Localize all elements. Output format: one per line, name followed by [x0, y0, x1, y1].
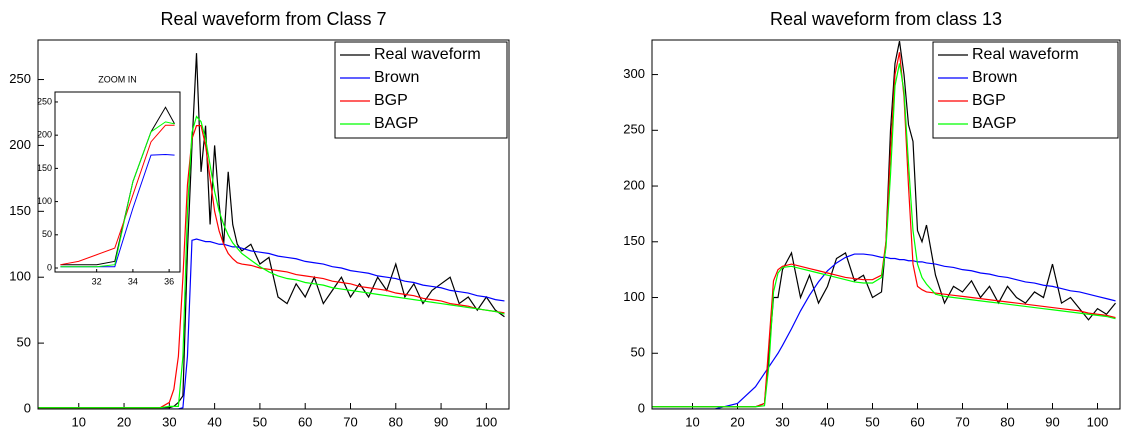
- y-tick-label: 200: [623, 177, 645, 192]
- legend-label: Real waveform: [374, 46, 481, 63]
- y-tick-label: 150: [37, 163, 52, 173]
- y-tick-label: 50: [17, 335, 31, 350]
- x-tick-label: 20: [730, 414, 744, 429]
- x-tick-label: 80: [389, 414, 403, 429]
- x-tick-label: 90: [1045, 414, 1059, 429]
- legend: Real waveform Brown BGP BAGP: [334, 41, 508, 139]
- chart-title: Real waveform from Class 7: [160, 9, 386, 29]
- plot: Real waveform from class 13 10 20 30 40 50 60 7…: [623, 9, 1121, 429]
- axes-frame: [54, 91, 181, 273]
- x-tick-label: 50: [253, 414, 267, 429]
- x-tick-label: 30: [162, 414, 176, 429]
- y-tick-label: 50: [42, 229, 52, 239]
- y-tick-label: 0: [24, 400, 31, 415]
- legend-label: Brown: [972, 69, 1017, 86]
- legend-label: BGP: [374, 92, 408, 109]
- x-tick-label: 30: [775, 414, 789, 429]
- y-tick-label: 300: [623, 66, 645, 81]
- x-tick-label: 90: [434, 414, 448, 429]
- legend-box: [334, 41, 508, 139]
- y-tick-label: 50: [631, 345, 645, 360]
- x-tick-label: 20: [117, 414, 131, 429]
- x-tick-label: 10: [685, 414, 699, 429]
- plot: ZOOM IN 32 34 36 0 50 100 150 200 250: [37, 74, 181, 286]
- x-tick-label: 60: [298, 414, 312, 429]
- legend-label: Brown: [374, 69, 419, 86]
- x-tick-label: 100: [1087, 414, 1109, 429]
- series-line: [652, 253, 1116, 409]
- y-tick-label: 150: [623, 233, 645, 248]
- y-tick-label: 200: [9, 137, 31, 152]
- y-tick-label: 250: [623, 122, 645, 137]
- series-line: [652, 40, 1116, 408]
- axes-frame: [37, 39, 510, 410]
- x-tick-label: 34: [128, 276, 138, 286]
- series-line: [38, 115, 505, 409]
- series-line: [652, 63, 1116, 408]
- chart-title: Real waveform from class 13: [770, 9, 1002, 29]
- y-tick-label: 100: [9, 269, 31, 284]
- y-tick-label: 150: [9, 203, 31, 218]
- legend-label: BGP: [972, 92, 1006, 109]
- x-tick-label: 32: [92, 276, 102, 286]
- y-tick-label: 250: [37, 96, 52, 106]
- y-tick-label: 200: [37, 130, 52, 140]
- x-tick-label: 40: [207, 414, 221, 429]
- legend-label: BAGP: [374, 115, 418, 132]
- plot-area: [55, 92, 180, 272]
- x-tick-label: 80: [1000, 414, 1014, 429]
- x-tick-label: 50: [865, 414, 879, 429]
- inset-title: ZOOM IN: [98, 74, 137, 84]
- x-tick-label: 36: [164, 276, 174, 286]
- x-tick-label: 60: [910, 414, 924, 429]
- y-tick-label: 0: [638, 400, 645, 415]
- y-tick-label: 100: [37, 196, 52, 206]
- x-tick-label: 100: [476, 414, 498, 429]
- legend: Real waveform Brown BGP BAGP: [932, 41, 1119, 139]
- legend-label: Real waveform: [972, 46, 1079, 63]
- y-tick-label: 100: [623, 289, 645, 304]
- series-line: [38, 238, 505, 409]
- legend-box: [932, 41, 1119, 139]
- axes-frame: [651, 39, 1121, 410]
- x-tick-label: 70: [955, 414, 969, 429]
- series-line: [38, 125, 505, 409]
- x-tick-label: 10: [72, 414, 86, 429]
- x-tick-label: 70: [343, 414, 357, 429]
- y-tick-label: 0: [47, 262, 52, 272]
- series-line: [60, 121, 175, 268]
- y-tick-label: 250: [9, 71, 31, 86]
- legend-label: BAGP: [972, 115, 1016, 132]
- x-tick-label: 40: [820, 414, 834, 429]
